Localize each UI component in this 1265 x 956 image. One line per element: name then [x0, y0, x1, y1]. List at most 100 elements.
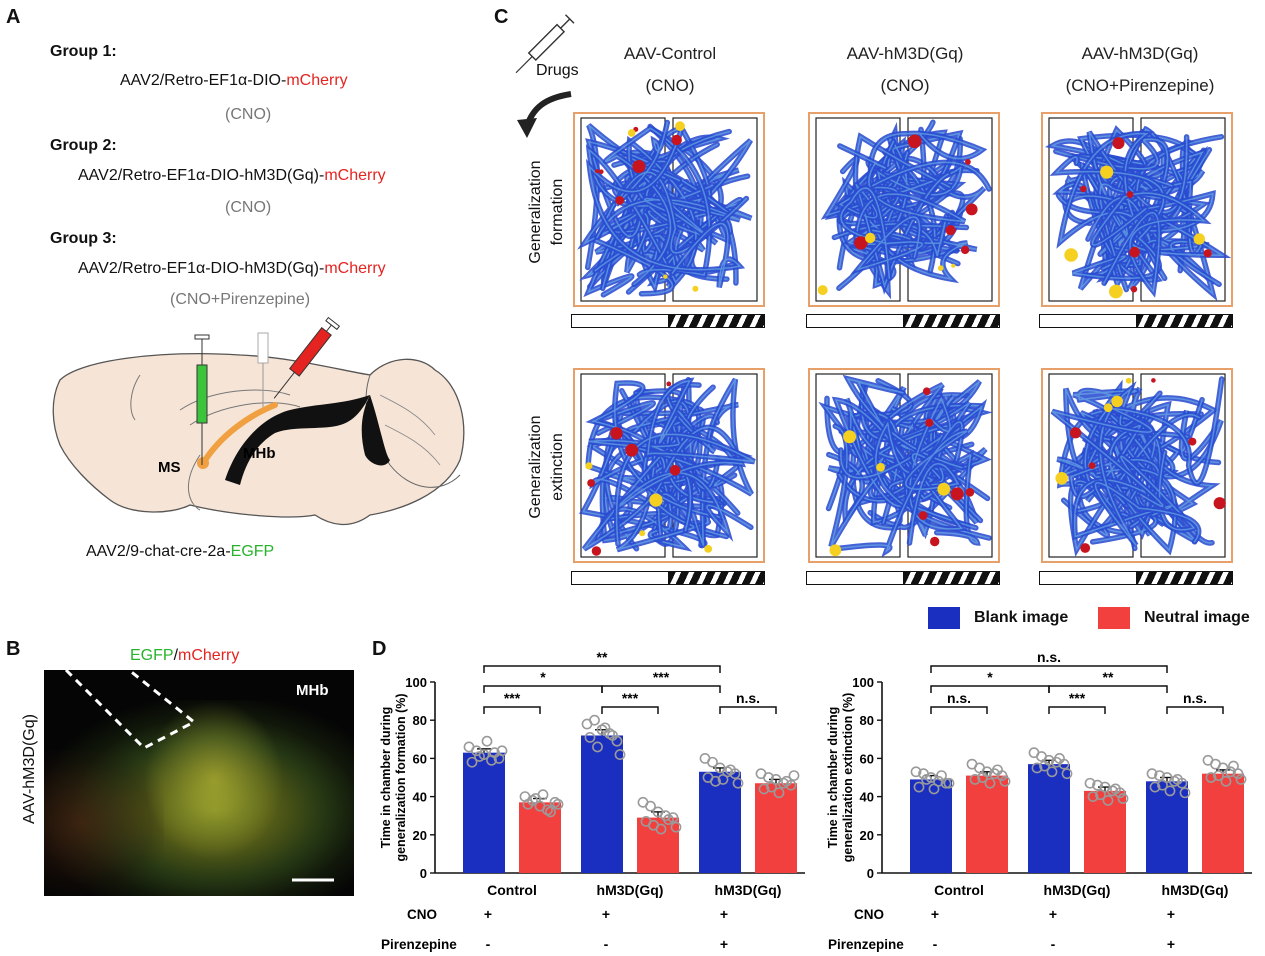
data-point	[969, 774, 981, 785]
data-point	[758, 783, 770, 795]
chamber-strip	[1039, 571, 1233, 585]
data-point	[933, 775, 944, 787]
data-point	[1092, 779, 1103, 791]
significance-bracket	[930, 665, 1168, 673]
data-point	[781, 775, 792, 787]
heatmap-hm3d-pir-extinction	[1041, 368, 1233, 563]
data-point	[943, 777, 955, 789]
bar	[1202, 773, 1244, 873]
group-3-treatment: (CNO+Pirenzepine)	[170, 291, 311, 308]
y-axis-label: Time in chamber duringgeneralization ext…	[826, 693, 855, 862]
data-point	[710, 775, 721, 787]
data-point	[1172, 774, 1183, 785]
chamber-strip	[571, 571, 765, 585]
column-title-3: AAV-hM3D(Gq) (CNO+Pirenzepine)	[1065, 44, 1215, 95]
legend-swatch-blank	[928, 607, 960, 629]
data-point	[773, 787, 785, 799]
data-point	[474, 751, 485, 762]
data-point	[663, 814, 674, 825]
group-1-treatment: (CNO)	[225, 106, 272, 123]
data-point	[1095, 789, 1106, 801]
data-point	[1220, 775, 1232, 787]
ms-label: MS	[158, 459, 181, 476]
fluorescence-image: MHb	[44, 670, 354, 896]
chamber-strip	[1039, 314, 1233, 328]
data-point	[725, 764, 736, 776]
significance-label: ***	[653, 669, 670, 685]
significance-label: *	[540, 669, 546, 685]
data-point	[1046, 766, 1058, 778]
group-label: hM3D(Gq)	[715, 882, 782, 898]
virus-label: AAV2/9-chat-cre-2a-EGFP	[86, 543, 275, 560]
data-point	[763, 772, 774, 783]
heatmap-hm3d-formation	[808, 112, 1000, 307]
group-2-construct: AAV2/Retro-EF1α-DIO-hM3D(Gq)-mCherry	[78, 167, 386, 184]
data-point	[732, 777, 744, 789]
data-point	[1164, 785, 1176, 797]
condition-mark: +	[1049, 906, 1057, 922]
syringe-drugs-icon	[515, 14, 575, 138]
data-point	[788, 770, 800, 781]
data-point	[1213, 770, 1224, 781]
mhb-label: MHb	[243, 445, 276, 462]
data-point	[607, 730, 618, 741]
data-point	[921, 774, 932, 785]
data-point	[984, 777, 996, 789]
panel-b-letter: B	[6, 638, 21, 660]
drugs-label: Drugs	[536, 62, 579, 79]
significance-label: ***	[504, 690, 521, 706]
data-point	[645, 800, 656, 812]
data-point	[1149, 781, 1161, 793]
y-tick-label: 20	[860, 828, 874, 843]
heatmap-control-formation	[573, 112, 765, 307]
significance-bracket	[601, 685, 721, 693]
condition-name: CNO	[854, 907, 884, 922]
significance-label: n.s.	[736, 690, 760, 706]
y-tick-label: 40	[413, 790, 427, 805]
y-tick-label: 0	[420, 866, 427, 881]
data-point	[592, 741, 603, 753]
bar-chart-extinction: 0 20 40 60 80 100 Time in chamber duringgenera…	[826, 649, 1252, 952]
group-label: hM3D(Gq)	[1162, 882, 1229, 898]
data-point	[1146, 768, 1158, 780]
significance-label: n.s.	[1037, 649, 1061, 665]
bar	[910, 779, 952, 873]
significance-bracket	[1166, 706, 1224, 714]
data-point	[1157, 779, 1168, 791]
y-tick-label: 60	[413, 751, 427, 766]
chamber-strip	[806, 314, 1000, 328]
significance-bracket	[483, 685, 603, 693]
group-2-treatment: (CNO)	[225, 199, 272, 216]
significance-label: ***	[1069, 690, 1086, 706]
group-label: Control	[934, 882, 984, 898]
data-point	[1117, 793, 1129, 804]
bar	[699, 771, 741, 873]
data-point	[913, 781, 925, 793]
y-tick-label: 0	[867, 866, 874, 881]
significance-label: n.s.	[947, 690, 971, 706]
group-label: Control	[487, 882, 537, 898]
data-point	[545, 806, 556, 818]
bar-chart-formation: 0 20 40 60 80 100 Time in chamber duringgenera…	[379, 649, 805, 952]
heatmap-control-extinction	[573, 368, 765, 563]
group-1-title: Group 1:	[50, 43, 117, 60]
data-point	[707, 756, 718, 768]
data-point	[1179, 787, 1191, 799]
data-point	[910, 766, 922, 778]
condition-mark: -	[933, 936, 938, 952]
data-point	[1102, 795, 1114, 806]
data-point	[1061, 768, 1073, 780]
data-point	[940, 777, 952, 789]
data-point	[1225, 766, 1236, 778]
data-point	[1232, 768, 1244, 780]
chamber-strip	[806, 571, 1000, 585]
significance-label: n.s.	[1183, 690, 1207, 706]
data-point	[1110, 783, 1121, 795]
condition-name: Pirenzepine	[381, 937, 457, 952]
significance-label: **	[1103, 669, 1114, 685]
legend-swatch-neutral	[1098, 607, 1130, 629]
data-point	[1205, 772, 1217, 783]
condition-mark: +	[720, 936, 728, 952]
legend-blank: Blank image	[928, 607, 1068, 629]
legend-neutral: Neutral image	[1098, 607, 1250, 629]
